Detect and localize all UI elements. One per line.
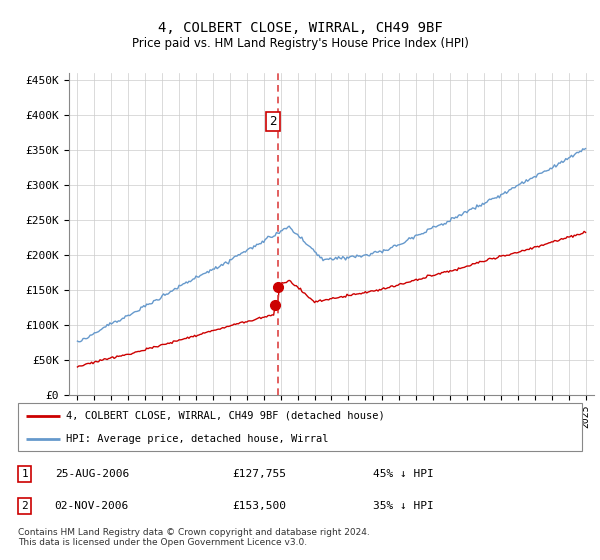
Text: HPI: Average price, detached house, Wirral: HPI: Average price, detached house, Wirr… (66, 435, 328, 445)
Text: 02-NOV-2006: 02-NOV-2006 (55, 501, 129, 511)
Text: 25-AUG-2006: 25-AUG-2006 (55, 469, 129, 479)
Text: 2: 2 (269, 115, 277, 128)
Text: Price paid vs. HM Land Registry's House Price Index (HPI): Price paid vs. HM Land Registry's House … (131, 37, 469, 50)
Text: £153,500: £153,500 (232, 501, 286, 511)
Text: 4, COLBERT CLOSE, WIRRAL, CH49 9BF: 4, COLBERT CLOSE, WIRRAL, CH49 9BF (158, 21, 442, 35)
Text: 4, COLBERT CLOSE, WIRRAL, CH49 9BF (detached house): 4, COLBERT CLOSE, WIRRAL, CH49 9BF (deta… (66, 410, 385, 421)
Text: 45% ↓ HPI: 45% ↓ HPI (373, 469, 434, 479)
Text: 2: 2 (22, 501, 28, 511)
FancyBboxPatch shape (18, 403, 582, 451)
Text: 35% ↓ HPI: 35% ↓ HPI (373, 501, 434, 511)
Text: 1: 1 (22, 469, 28, 479)
Text: £127,755: £127,755 (232, 469, 286, 479)
Text: Contains HM Land Registry data © Crown copyright and database right 2024.
This d: Contains HM Land Registry data © Crown c… (18, 528, 370, 547)
